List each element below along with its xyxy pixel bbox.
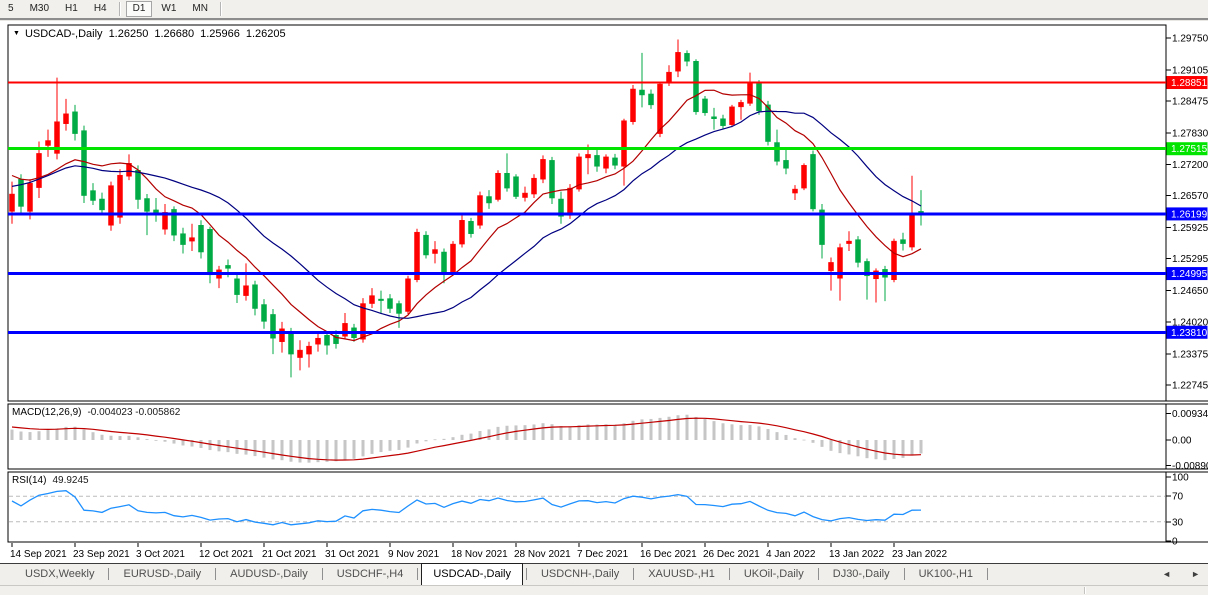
- toolbar-separator: [219, 2, 222, 16]
- chart-tab-bar: USDX,Weekly EURUSD-,Daily AUDUSD-,Daily USD…: [0, 563, 1208, 585]
- macd-indicator-label: MACD(12,26,9) -0.004023 -0.005862: [12, 407, 180, 418]
- svg-text:26 Dec 2021: 26 Dec 2021: [703, 549, 760, 560]
- svg-text:1.28851: 1.28851: [1171, 78, 1208, 89]
- svg-text:1.25295: 1.25295: [1172, 254, 1208, 265]
- tab-scroll-right-icon[interactable]: ►: [1191, 569, 1200, 579]
- timeframe-button-mn[interactable]: MN: [192, 3, 208, 14]
- tab-divider: [817, 568, 819, 580]
- svg-text:31 Oct 2021: 31 Oct 2021: [325, 549, 380, 560]
- svg-text:70: 70: [1172, 492, 1184, 503]
- toolbar-divider-highlight: [0, 20, 1208, 21]
- rsi-value: 49.9245: [52, 475, 89, 486]
- chart-tab-xauusd[interactable]: XAUUSD-,H1: [648, 568, 715, 580]
- tab-divider: [525, 568, 527, 580]
- svg-text:13 Jan 2022: 13 Jan 2022: [829, 549, 884, 560]
- ohlc-close: 1.26205: [245, 28, 286, 40]
- svg-text:1.27830: 1.27830: [1172, 129, 1208, 140]
- chart-symbol-period: USDCAD-,Daily: [24, 28, 103, 40]
- timeframe-button-d1[interactable]: D1: [125, 1, 153, 17]
- svg-text:30: 30: [1172, 517, 1184, 528]
- tab-divider: [633, 568, 635, 580]
- rsi-indicator-label: RSI(14) 49.9245: [12, 475, 89, 486]
- tab-divider: [987, 568, 989, 580]
- tab-divider: [417, 568, 419, 580]
- svg-text:3 Oct 2021: 3 Oct 2021: [136, 549, 185, 560]
- svg-text:-0.008902: -0.008902: [1172, 461, 1208, 472]
- chart-title: ▼ USDCAD-,Daily 1.26250 1.26680 1.25966 1.262…: [13, 28, 286, 40]
- svg-text:100: 100: [1172, 473, 1189, 484]
- svg-text:1.27515: 1.27515: [1171, 144, 1208, 155]
- svg-text:18 Nov 2021: 18 Nov 2021: [451, 549, 508, 560]
- svg-text:28 Nov 2021: 28 Nov 2021: [514, 549, 571, 560]
- svg-text:21 Oct 2021: 21 Oct 2021: [262, 549, 317, 560]
- timeframe-button-m30[interactable]: M30: [29, 3, 50, 14]
- chart-tab-uk100[interactable]: UK100-,H1: [918, 568, 974, 580]
- timeframe-button-h4[interactable]: H4: [93, 3, 107, 14]
- svg-text:1.23375: 1.23375: [1172, 349, 1208, 360]
- svg-text:23 Jan 2022: 23 Jan 2022: [892, 549, 947, 560]
- svg-text:14 Sep 2021: 14 Sep 2021: [10, 549, 67, 560]
- chart-tab-ukoil[interactable]: UKOil-,Daily: [743, 568, 804, 580]
- svg-text:1.29750: 1.29750: [1172, 33, 1208, 44]
- timeframe-button-w1[interactable]: W1: [161, 3, 177, 14]
- svg-text:1.27200: 1.27200: [1172, 160, 1208, 171]
- svg-text:12 Oct 2021: 12 Oct 2021: [199, 549, 254, 560]
- svg-text:7 Dec 2021: 7 Dec 2021: [577, 549, 629, 560]
- tab-divider: [321, 568, 323, 580]
- tab-scroll-left-icon[interactable]: ◄: [1162, 569, 1172, 579]
- macd-name: MACD(12,26,9): [12, 407, 82, 418]
- macd-values: -0.004023 -0.005862: [87, 407, 181, 418]
- svg-text:1.22745: 1.22745: [1172, 381, 1208, 392]
- svg-text:1.24650: 1.24650: [1172, 286, 1208, 297]
- chart-tab-usdcad[interactable]: USDCAD-,Daily: [421, 563, 523, 585]
- status-bar: [0, 585, 1208, 595]
- timeframe-button-5[interactable]: 5: [8, 3, 14, 14]
- svg-text:23 Sep 2021: 23 Sep 2021: [73, 549, 130, 560]
- chart-tab-usdchf[interactable]: USDCHF-,H4: [336, 568, 404, 580]
- toolbar-separator: [118, 2, 121, 16]
- timeframe-toolbar: 5 M30 H1 H4 D1 W1 MN: [0, 0, 1208, 18]
- svg-text:1.23810: 1.23810: [1171, 328, 1208, 339]
- svg-text:1.24995: 1.24995: [1171, 269, 1208, 280]
- rsi-name: RSI(14): [12, 475, 47, 486]
- svg-text:1.26570: 1.26570: [1172, 191, 1208, 202]
- chart-dropdown-icon[interactable]: ▼: [13, 30, 20, 37]
- svg-text:0.009345: 0.009345: [1172, 409, 1208, 420]
- svg-text:4 Jan 2022: 4 Jan 2022: [766, 549, 816, 560]
- svg-text:1.28475: 1.28475: [1172, 97, 1208, 108]
- tab-divider: [728, 568, 730, 580]
- toolbar-divider: [0, 18, 1208, 20]
- timeframe-button-h1[interactable]: H1: [65, 3, 78, 14]
- svg-text:0.00: 0.00: [1172, 436, 1192, 447]
- ohlc-high: 1.26680: [154, 28, 195, 40]
- tab-divider: [903, 568, 905, 580]
- svg-text:9 Nov 2021: 9 Nov 2021: [388, 549, 440, 560]
- tab-divider: [215, 568, 217, 580]
- chart-tab-audusd[interactable]: AUDUSD-,Daily: [230, 568, 308, 580]
- svg-text:1.25925: 1.25925: [1172, 223, 1208, 234]
- tab-divider: [108, 568, 110, 580]
- svg-text:0: 0: [1172, 537, 1178, 548]
- svg-text:1.24020: 1.24020: [1172, 317, 1208, 328]
- svg-text:1.29105: 1.29105: [1172, 65, 1208, 76]
- chart-tab-dj30[interactable]: DJ30-,Daily: [832, 568, 890, 580]
- status-bar-divider: [1084, 587, 1086, 594]
- chart-tab-usdx[interactable]: USDX,Weekly: [25, 568, 95, 580]
- chart-tab-usdcnh[interactable]: USDCNH-,Daily: [540, 568, 620, 580]
- chart-tab-eurusd[interactable]: EURUSD-,Daily: [123, 568, 202, 580]
- price-chart-canvas[interactable]: 1.29750 1.29105 1.28475 1.27830 1.27200 1.265…: [0, 0, 1208, 563]
- tab-scroll-arrows: ◄ ►: [1162, 569, 1200, 579]
- svg-text:16 Dec 2021: 16 Dec 2021: [640, 549, 697, 560]
- ohlc-open: 1.26250: [108, 28, 149, 40]
- ohlc-low: 1.25966: [200, 28, 240, 40]
- svg-text:1.26199: 1.26199: [1171, 209, 1208, 220]
